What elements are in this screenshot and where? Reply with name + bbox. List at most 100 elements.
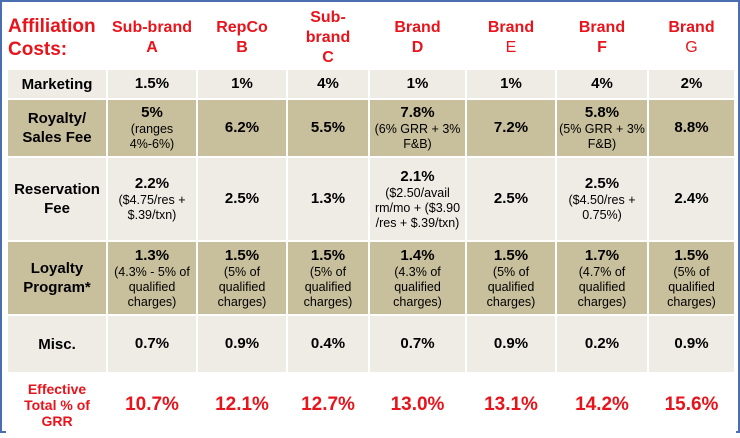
- row-label: Reservation Fee: [6, 156, 108, 242]
- cell-value: 1.5%: [310, 246, 346, 264]
- table-cell: 2.5%: [196, 156, 288, 242]
- total-value: 12.7%: [301, 394, 355, 415]
- column-header-letter: B: [236, 39, 248, 56]
- cell-value: 0.9%: [674, 335, 709, 352]
- cell-note: (5% GRR + 3% F&B): [559, 122, 645, 151]
- column-header: Brand F: [555, 6, 649, 70]
- table-cell: 2.2% ($4.75/res + $.39/txn): [106, 156, 198, 242]
- cell-value: 2.5%: [493, 190, 529, 207]
- row-label: Loyalty Program*: [6, 240, 108, 316]
- table-cell: 2.1% ($2.50/avail rm/mo + ($3.90 /res + $…: [368, 156, 467, 242]
- cell-note: (5% of qualified charges): [667, 264, 716, 309]
- table-row: Reservation Fee 2.2% ($4.75/res + $.39/txn…: [6, 156, 736, 242]
- cell-note: (6% GRR + 3% F&B): [374, 122, 461, 151]
- total-row: Effective Total % of GRR 10.7% 12.1% 12.7% 1…: [6, 372, 736, 438]
- table-cell: 1.5% (5% of qualified charges): [196, 240, 288, 316]
- table-cell: 7.8% (6% GRR + 3% F&B): [368, 98, 467, 158]
- cell-note: (4.3% - 5% of qualified charges): [114, 264, 190, 309]
- table-cell: 0.4%: [286, 314, 370, 374]
- total-cell: 15.6%: [647, 372, 736, 438]
- cell-value: 1.5%: [674, 246, 709, 264]
- total-cell: 12.1%: [196, 372, 288, 438]
- cell-value: 1.5%: [224, 246, 260, 264]
- table-cell: 0.7%: [106, 314, 198, 374]
- cell-note: (4.3% of qualified charges): [393, 264, 442, 309]
- table-cell: 5.8% (5% GRR + 3% F&B): [555, 98, 649, 158]
- cell-value: 2%: [680, 75, 703, 92]
- cell-value: 2.5%: [224, 190, 260, 207]
- row-label: Marketing: [6, 68, 108, 100]
- table-cell: 1.3% (4.3% - 5% of qualified charges): [106, 240, 198, 316]
- total-value: 15.6%: [664, 394, 719, 415]
- table-row: Marketing 1.5% 1% 4% 1% 1% 4% 2%: [6, 68, 736, 100]
- column-header: Brand E: [465, 6, 557, 70]
- table-cell: 1.5%: [106, 68, 198, 100]
- column-header: Brand G: [647, 6, 736, 70]
- column-header: Sub-brand A: [106, 6, 198, 70]
- column-header-name: RepCo: [216, 19, 268, 36]
- column-header: Sub-brand C: [286, 6, 370, 70]
- total-value: 10.7%: [125, 394, 179, 415]
- cell-value: 7.8%: [400, 104, 435, 121]
- table-cell: 2.4%: [647, 156, 736, 242]
- table-cell: 1%: [368, 68, 467, 100]
- total-cell: 10.7%: [106, 372, 198, 438]
- cell-value: 0.7%: [400, 335, 435, 352]
- cell-value: 6.2%: [224, 119, 260, 136]
- table-cell: 0.9%: [465, 314, 557, 374]
- column-header-letter: D: [411, 39, 424, 56]
- cell-value: 5.8%: [584, 104, 620, 121]
- table-cell: 8.8%: [647, 98, 736, 158]
- cell-value: 4%: [317, 75, 339, 92]
- table-cell: 0.2%: [555, 314, 649, 374]
- cell-value: 1.7%: [584, 246, 620, 264]
- cell-value: 2.5%: [584, 175, 620, 192]
- column-header-letter: A: [146, 39, 158, 56]
- cell-note: ($4.50/res + 0.75%): [568, 193, 636, 222]
- cell-value: 1.3%: [310, 190, 346, 207]
- table-row: Loyalty Program* 1.3% (4.3% - 5% of qualif…: [6, 240, 736, 316]
- cell-value: 1.4%: [400, 246, 435, 264]
- cell-value: 0.4%: [310, 335, 346, 352]
- column-header-letter: E: [505, 39, 517, 56]
- column-header-letter: G: [685, 39, 698, 56]
- table-cell: 2.5%: [465, 156, 557, 242]
- cell-value: 2.4%: [674, 190, 709, 207]
- column-header: RepCo B: [196, 6, 288, 70]
- table-cell: 2%: [647, 68, 736, 100]
- row-label: Royalty/ Sales Fee: [6, 98, 108, 158]
- cell-value: 1%: [231, 75, 253, 92]
- table-cell: 2.5% ($4.50/res + 0.75%): [555, 156, 649, 242]
- row-label: Misc.: [6, 314, 108, 374]
- total-cell: 14.2%: [555, 372, 649, 438]
- total-value: 12.1%: [215, 394, 269, 415]
- total-value: 14.2%: [575, 394, 629, 415]
- cell-note: ($4.75/res + $.39/txn): [118, 193, 186, 222]
- table-title-line1: Affiliation: [8, 16, 96, 37]
- cell-value: 1.5%: [493, 246, 529, 264]
- total-cell: 12.7%: [286, 372, 370, 438]
- cell-note: (5% of qualified charges): [217, 264, 267, 309]
- table-title: Affiliation Costs:: [6, 6, 108, 70]
- table-cell: 6.2%: [196, 98, 288, 158]
- header-row: Affiliation Costs: Sub-brand A RepCo B Sub-bra…: [6, 6, 736, 70]
- table-cell: 1.5% (5% of qualified charges): [286, 240, 370, 316]
- column-header-name: Brand: [487, 19, 535, 36]
- table-cell: 1%: [465, 68, 557, 100]
- cell-value: 1%: [500, 75, 522, 92]
- cell-note: ($2.50/avail rm/mo + ($3.90 /res + $.39/…: [374, 185, 461, 230]
- cell-note: (5% of qualified charges): [303, 264, 353, 309]
- affiliation-costs-table: Affiliation Costs: Sub-brand A RepCo B Sub-bra…: [6, 6, 736, 438]
- cell-note: (ranges 4%-6%): [129, 122, 175, 151]
- column-header-name: Sub-brand: [112, 19, 192, 36]
- table-cell: 1%: [196, 68, 288, 100]
- column-header-letter: C: [322, 49, 334, 66]
- table-row: Royalty/ Sales Fee 5% (ranges 4%-6%) 6.2% 5.…: [6, 98, 736, 158]
- table-cell: 1.5% (5% of qualified charges): [465, 240, 557, 316]
- table-cell: 1.5% (5% of qualified charges): [647, 240, 736, 316]
- column-header-name: Brand: [578, 19, 626, 36]
- cell-value: 0.9%: [224, 335, 260, 352]
- cell-value: 5%: [141, 104, 163, 121]
- cell-value: 1.3%: [134, 246, 170, 264]
